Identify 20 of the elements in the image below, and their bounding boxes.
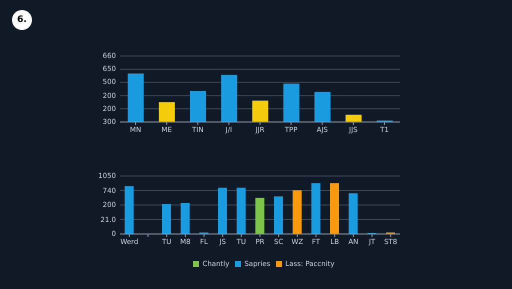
bar <box>128 73 144 122</box>
bar <box>311 183 320 234</box>
bar <box>221 74 238 122</box>
bar <box>314 92 330 122</box>
bar <box>283 84 300 122</box>
bar <box>346 114 362 122</box>
bar <box>274 196 283 234</box>
bar <box>218 188 227 234</box>
bar <box>292 190 302 234</box>
bar <box>236 188 246 234</box>
bar <box>180 202 190 234</box>
bar <box>252 100 268 122</box>
bar <box>348 193 358 234</box>
text: 6. <box>12 10 32 30</box>
bar <box>162 204 171 234</box>
bar <box>190 90 206 122</box>
bar <box>158 102 175 122</box>
bar <box>255 198 264 234</box>
bar <box>330 183 339 234</box>
bar <box>124 186 134 234</box>
